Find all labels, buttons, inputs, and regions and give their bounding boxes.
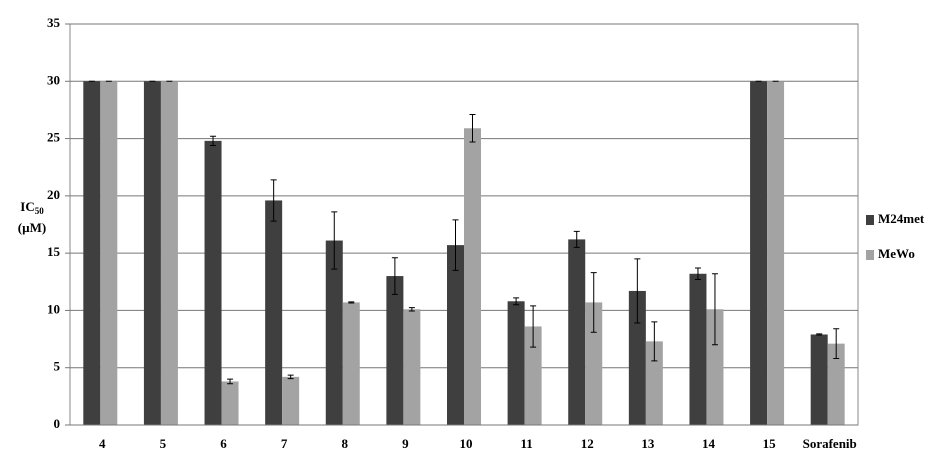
bar <box>645 341 663 425</box>
error-bar <box>530 305 537 348</box>
error-bar <box>331 211 338 270</box>
y-tick-label: 0 <box>54 416 61 431</box>
y-tick-label: 10 <box>47 301 60 316</box>
y-tick-label: 15 <box>47 244 61 259</box>
x-tick-label: 7 <box>281 436 288 451</box>
bar <box>524 326 542 425</box>
y-tick-label: 20 <box>47 187 60 202</box>
error-bar <box>651 321 658 362</box>
x-tick-label: 6 <box>220 436 227 451</box>
x-tick-label: 10 <box>460 436 473 451</box>
bar <box>750 81 768 426</box>
x-tick-label: 8 <box>342 436 349 451</box>
x-tick-label: 12 <box>581 436 594 451</box>
error-bar <box>391 257 398 295</box>
x-tick-label: 5 <box>160 436 167 451</box>
bar <box>689 273 707 425</box>
x-tick-label: 9 <box>402 436 409 451</box>
bar <box>221 381 239 425</box>
bar <box>143 81 161 426</box>
bar <box>342 302 360 425</box>
y-label: IC50 <box>20 199 44 216</box>
x-tick-label: 11 <box>520 436 532 451</box>
bar <box>507 301 525 425</box>
x-tick-label: 15 <box>763 436 777 451</box>
y-tick-label: 5 <box>54 359 61 374</box>
y-label-sub: 50 <box>35 206 45 216</box>
bar <box>160 81 178 426</box>
error-bar <box>452 219 459 271</box>
x-tick-label: 14 <box>702 436 716 451</box>
error-bar <box>833 328 840 360</box>
y-label-main: IC <box>20 199 34 214</box>
error-bar <box>348 301 355 304</box>
error-bar <box>408 307 415 312</box>
x-tick-label: 13 <box>641 436 655 451</box>
bar <box>464 128 481 425</box>
x-tick-label: Sorafenib <box>803 436 857 451</box>
error-bar <box>573 230 580 248</box>
y-label-unit: (µM) <box>18 220 46 235</box>
error-bar <box>590 272 597 333</box>
bar <box>827 343 845 425</box>
error-bar <box>513 297 520 306</box>
bar <box>767 81 785 426</box>
bar <box>386 276 404 425</box>
bar <box>628 290 646 425</box>
bar <box>447 245 464 425</box>
error-bar <box>210 135 217 146</box>
error-bar <box>634 258 641 324</box>
error-bar <box>816 333 823 336</box>
y-tick-label: 30 <box>47 72 60 87</box>
error-bar <box>227 378 234 385</box>
bar <box>83 81 101 426</box>
bar <box>325 240 343 425</box>
bar <box>810 334 828 425</box>
error-bar <box>469 114 476 143</box>
error-bar <box>694 267 701 280</box>
error-bar <box>287 374 294 380</box>
y-tick-label: 35 <box>47 15 61 30</box>
bar <box>585 302 603 425</box>
legend-swatch <box>866 215 874 225</box>
bar <box>265 200 283 425</box>
bar <box>403 309 421 425</box>
bar <box>100 81 118 426</box>
x-tick-label: 4 <box>99 436 106 451</box>
bar <box>568 239 586 425</box>
legend-label: M24met <box>878 211 925 226</box>
error-bar <box>270 179 277 222</box>
bar <box>706 309 724 425</box>
legend-label: MeWo <box>878 246 915 261</box>
y-tick-label: 25 <box>47 130 61 145</box>
bar <box>282 376 300 425</box>
legend-swatch <box>866 250 874 260</box>
error-bar <box>711 273 718 346</box>
bar <box>204 140 222 425</box>
